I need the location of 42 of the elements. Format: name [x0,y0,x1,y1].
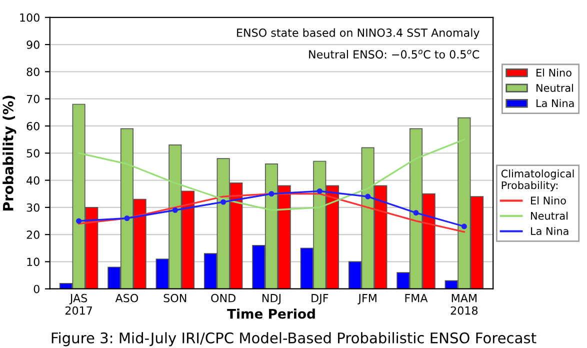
point [220,199,226,205]
y-tick-label: 80 [26,68,40,76]
x-tick-label: SON [164,294,186,302]
point [365,194,371,200]
legend-label: La Nina [536,99,574,108]
caption: Figure 3: Mid-July IRI/CPC Model-Based Probabilistic ENSO Forecast [52,332,536,346]
legend-label: El Nino [531,196,566,204]
point [76,218,82,224]
x-tick-label: JAS 2017 [65,294,92,315]
x-tick-label: NDJ [262,294,280,304]
x-tick-label: FMA [405,294,428,302]
x-tick-label: JFM [358,294,376,304]
y-tick-label: 100 [20,13,40,22]
point [124,215,130,222]
annotation: ENSO state based on NINO3.4 SST Anomaly [237,28,480,40]
legend-title: Climatological Probability: [501,169,574,192]
x-tick-label: ASO [115,294,138,302]
y-tick-label: 20 [26,230,40,239]
y-axis-title: Probability (%) [2,96,16,210]
x-tick-label: OND [211,294,236,302]
y-tick-label: 0 [34,284,40,294]
x-axis-title: Time Period [227,308,315,319]
legend-label: Neutral [531,212,568,220]
point [413,210,419,216]
point [268,191,274,197]
y-tick-label: 40 [26,176,40,185]
legend-label: La Nina [531,226,568,236]
point [461,224,467,230]
annotation: Neutral ENSO: −0.5$^{o}$C to 0.5$^{o}$C [309,50,480,59]
point [316,188,322,194]
x-tick-label: MAM 2018 [450,294,478,315]
y-tick-label: 70 [26,94,40,104]
y-tick-label: 60 [26,122,40,130]
y-tick-label: 30 [26,203,40,212]
legend-label: El Nino [536,68,572,77]
line-series [78,138,466,211]
y-tick-label: 50 [26,149,40,158]
y-tick-label: 10 [27,258,40,266]
legend-label: Neutral [536,84,573,92]
y-tick-label: 90 [26,40,40,49]
x-tick-label: DJF [312,294,328,304]
point [172,207,178,213]
